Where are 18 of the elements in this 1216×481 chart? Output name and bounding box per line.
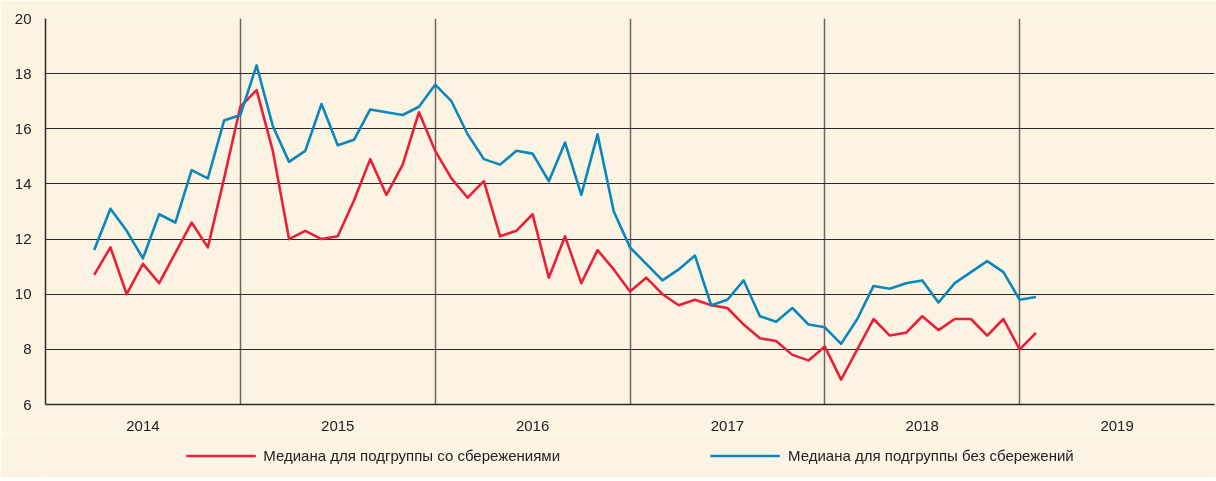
- y-tick-label: 18: [14, 64, 32, 82]
- legend-label: Медиана для подгруппы со сбережениями: [263, 446, 561, 464]
- y-tick-label: 6: [23, 395, 32, 413]
- x-tick-label: 2014: [126, 416, 160, 434]
- y-tick-label: 16: [14, 119, 32, 137]
- y-tick-label: 20: [14, 9, 32, 27]
- x-tick-label: 2018: [905, 416, 939, 434]
- line-series: [92, 88, 1038, 381]
- x-tick-label: 2019: [1100, 416, 1134, 434]
- y-tick-label: 12: [14, 230, 32, 248]
- y-tick-label: 10: [14, 285, 32, 303]
- x-tick-label: 2017: [710, 416, 745, 434]
- y-tick-label: 8: [23, 340, 32, 358]
- legend-label: Медиана для подгруппы без сбережений: [788, 446, 1074, 464]
- x-tick-label: 2016: [515, 416, 550, 434]
- x-tick-label: 2015: [321, 416, 355, 434]
- line-series: [92, 64, 1038, 346]
- y-tick-label: 14: [14, 174, 32, 192]
